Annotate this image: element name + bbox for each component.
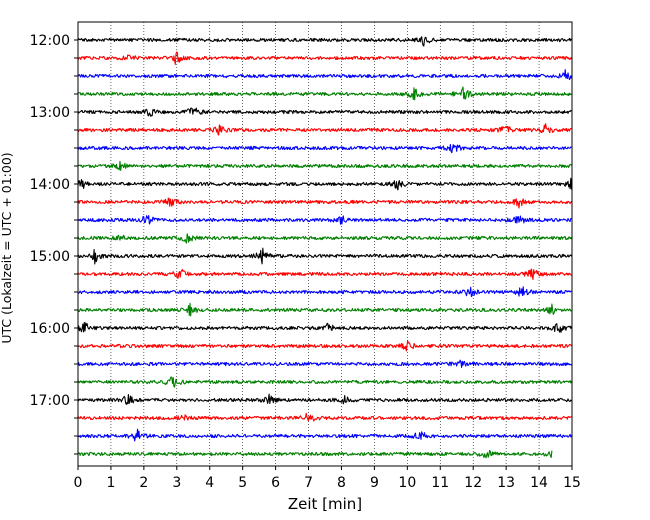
seismogram-trace (77, 177, 573, 191)
y-tick-label: 17:00 (30, 393, 70, 409)
y-tick-label: 15:00 (30, 249, 70, 265)
seismogram-trace (77, 340, 572, 352)
x-tick-label: 1 (106, 475, 115, 491)
x-axis: 0 1 2 3 4 5 6 7 8 9 10 11 12 13 14 15 (74, 466, 581, 491)
y-tick-label: 14:00 (30, 177, 70, 193)
seismogram-trace (77, 376, 573, 388)
seismogram-trace (77, 160, 572, 171)
x-tick-label: 15 (563, 475, 581, 491)
seismogram-trace (77, 247, 572, 265)
x-tick-label: 5 (238, 475, 247, 491)
x-tick-label: 0 (74, 475, 83, 491)
x-tick-label: 11 (431, 475, 449, 491)
x-tick-label: 12 (464, 475, 482, 491)
seismogram-trace (77, 36, 572, 47)
seismogram-trace (77, 302, 572, 317)
seismogram-trace (77, 428, 573, 442)
y-axis-label: UTC (Lokalzeit = UTC + 01:00) (0, 152, 14, 343)
x-tick-label: 8 (337, 475, 346, 491)
y-axis: 12:00 13:00 14:00 15:00 16:00 17:00 (30, 33, 78, 455)
seismogram-trace (77, 359, 572, 368)
x-tick-label: 2 (139, 475, 148, 491)
x-tick-label: 3 (172, 475, 181, 491)
seismogram-trace (77, 51, 573, 65)
seismogram-trace (77, 268, 572, 281)
seismogram-trace (77, 286, 572, 298)
seismogram-trace (77, 215, 572, 225)
seismogram-trace (77, 144, 572, 154)
y-tick-label: 16:00 (30, 321, 70, 337)
y-tick-label: 12:00 (30, 33, 70, 49)
seismogram-trace (77, 449, 553, 459)
x-tick-label: 10 (398, 475, 416, 491)
seismogram-trace (77, 233, 573, 244)
seismogram-trace (77, 321, 573, 333)
y-tick-label: 13:00 (30, 105, 70, 121)
x-tick-label: 7 (304, 475, 313, 491)
x-tick-label: 13 (497, 475, 515, 491)
grid-lines (110, 22, 540, 466)
trace-layer (77, 36, 573, 459)
seismogram-trace (77, 69, 573, 81)
seismogram-trace (77, 86, 572, 101)
x-axis-label: Zeit [min] (288, 495, 362, 513)
x-tick-label: 14 (530, 475, 548, 491)
plot-frame (77, 21, 573, 467)
seismogram-trace (77, 123, 572, 136)
seismogram-trace (77, 393, 572, 405)
x-tick-label: 4 (205, 475, 214, 491)
seismogram-trace (77, 107, 572, 117)
x-tick-label: 9 (370, 475, 379, 491)
seismogram-trace (77, 197, 572, 209)
x-tick-label: 6 (271, 475, 280, 491)
seismogram-trace (77, 412, 572, 422)
